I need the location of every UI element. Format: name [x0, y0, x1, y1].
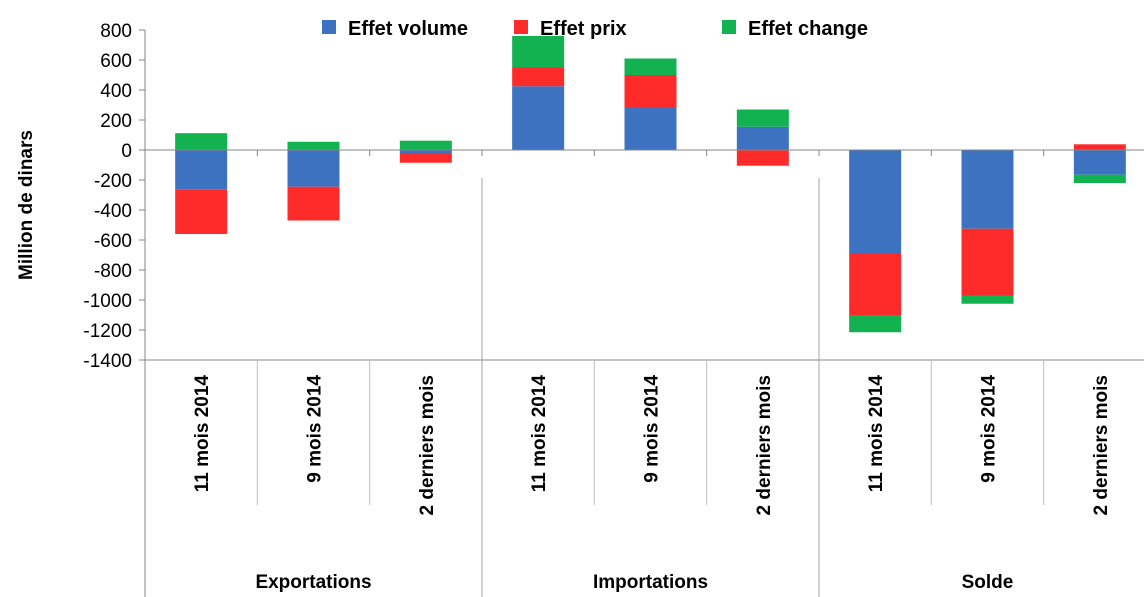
bar-segment-effet-prix [736, 150, 789, 166]
bar-segment-effet-change [961, 295, 1014, 304]
legend-swatch [322, 20, 336, 34]
axes [144, 30, 1144, 597]
category-label: 2 derniers mois [1091, 375, 1112, 515]
category-label: 11 mois 2014 [866, 375, 887, 493]
category-labels: 11 mois 2014 9 mois 2014 2 derniers mois 11… [192, 375, 1112, 516]
bar-segment-effet-volume [849, 150, 902, 254]
bar-segment-effet-change [399, 140, 452, 150]
bar-segment-effet-change [736, 109, 789, 127]
bar-segment-effet-prix [512, 67, 565, 87]
bar-segment-effet-volume [624, 108, 677, 150]
bar-segment-effet-change [287, 141, 340, 150]
y-tick-label: -600 [94, 231, 132, 252]
bar-segment-effet-change [624, 58, 677, 75]
y-tick-label: -1000 [83, 291, 132, 312]
y-axis-ticks: 800 600 400 200 0 -200 -400 -600 -800 -1000 -1200 -… [83, 21, 145, 372]
group-label: Importations [593, 572, 708, 593]
category-label: 9 mois 2014 [979, 375, 1000, 483]
bar-segment-effet-volume [175, 150, 228, 190]
y-axis-title: Million de dinars [16, 130, 37, 280]
bar-segment-effet-prix [175, 189, 228, 234]
legend-label: Effet volume [348, 18, 468, 40]
group-label: Solde [962, 572, 1014, 593]
bars [175, 36, 1126, 333]
y-tick-label: 600 [100, 51, 132, 72]
bar-segment-effet-volume [1073, 150, 1126, 175]
y-tick-label: 400 [100, 81, 132, 102]
bar-segment-effet-volume [961, 150, 1014, 229]
category-label: 11 mois 2014 [529, 375, 550, 493]
bar-segment-effet-change [175, 133, 228, 150]
legend-swatch [514, 20, 528, 34]
bar-segment-effet-volume [736, 126, 789, 150]
category-label: 9 mois 2014 [305, 375, 326, 483]
legend-label: Effet change [748, 18, 868, 40]
y-tick-label: -800 [94, 261, 132, 282]
bar-segment-effet-volume [287, 150, 340, 187]
bar-segment-effet-change [849, 315, 902, 333]
bar-segment-effet-prix [399, 153, 452, 163]
bar-segment-effet-prix [1073, 144, 1126, 150]
bar-segment-effet-volume [399, 150, 452, 153]
bar-segment-effet-prix [849, 253, 902, 315]
group-labels: Exportations Importations Solde [255, 572, 1013, 593]
legend: Effet volume Effet prix Effet change [322, 18, 868, 40]
bar-segment-effet-change [1073, 174, 1126, 183]
category-label: 2 derniers mois [754, 375, 775, 515]
category-label: 11 mois 2014 [192, 375, 213, 493]
bar-segment-effet-volume [512, 86, 565, 150]
category-label: 2 derniers mois [417, 375, 438, 515]
bar-segment-effet-change [512, 36, 565, 68]
legend-swatch [722, 20, 736, 34]
y-tick-label: -1200 [83, 321, 132, 342]
bar-segment-effet-prix [287, 186, 340, 221]
y-tick-label: -400 [94, 201, 132, 222]
bar-segment-effet-prix [961, 228, 1014, 296]
y-tick-label: 0 [121, 141, 132, 162]
bar-segment-effet-prix [624, 75, 677, 108]
category-label: 9 mois 2014 [642, 375, 663, 483]
y-tick-label: -1400 [83, 351, 132, 372]
y-tick-label: -200 [94, 171, 132, 192]
y-tick-label: 800 [100, 21, 132, 42]
legend-label: Effet prix [540, 18, 627, 40]
group-label: Exportations [255, 572, 371, 593]
y-tick-label: 200 [100, 111, 132, 132]
